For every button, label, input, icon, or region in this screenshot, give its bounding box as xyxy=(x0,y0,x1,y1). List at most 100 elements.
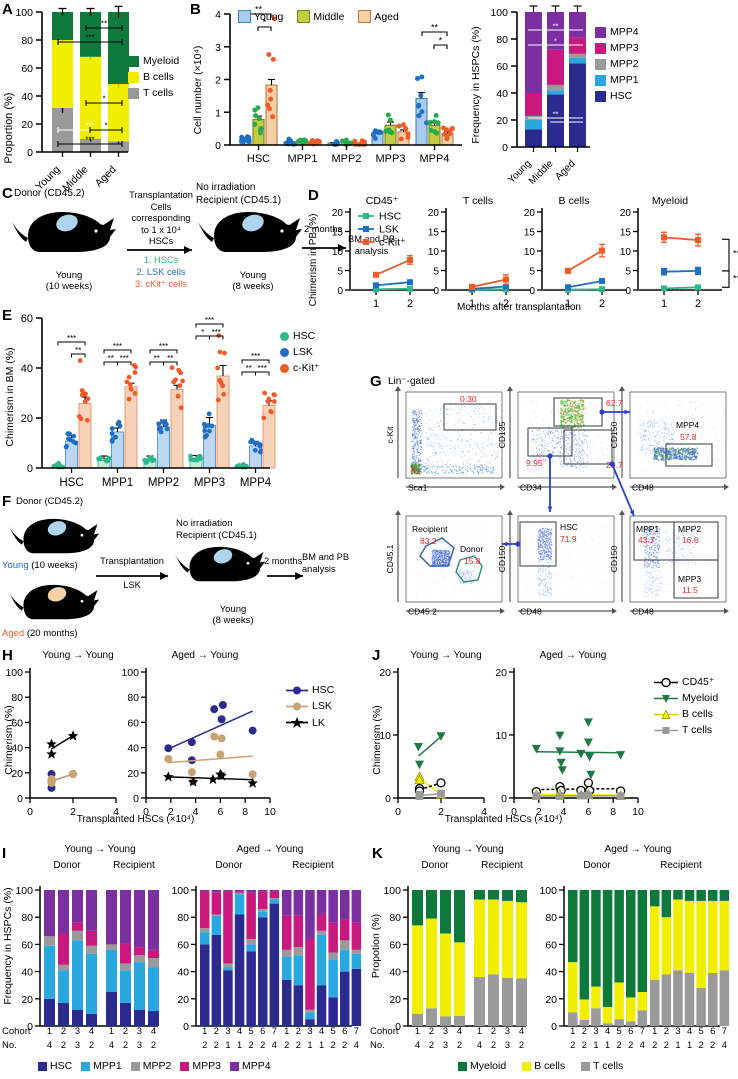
data-point xyxy=(79,388,85,393)
data-point xyxy=(171,379,177,385)
cohort-number: 2 xyxy=(663,1026,669,1036)
stacked-segment xyxy=(106,992,117,1026)
stacked-segment xyxy=(661,917,672,975)
legend-swatch-tcells xyxy=(128,87,139,99)
legend-label: MPP1 xyxy=(610,74,639,86)
recipient-mouse-icon xyxy=(197,212,302,252)
stacked-segment xyxy=(58,1002,69,1026)
y-tick: 20 xyxy=(11,768,23,780)
cohort-row-label: Cohort xyxy=(2,1026,31,1037)
sample-number: 2 xyxy=(202,1040,208,1050)
panel-e-ylabel: Chimerism in BM (%) xyxy=(4,347,16,446)
legend-label: B cells xyxy=(143,71,174,83)
stacked-segment xyxy=(440,933,451,1017)
stacked-segment xyxy=(340,971,350,1026)
panel-j-legend: CD45⁺ Myeloid B cells T cells xyxy=(654,676,718,740)
legend-item: MPP4 xyxy=(595,26,639,38)
data-point xyxy=(65,431,71,437)
data-point xyxy=(583,778,594,788)
y-tick: 5 xyxy=(529,266,535,277)
legend-swatch-bcells xyxy=(522,1061,532,1071)
data-point xyxy=(415,792,424,800)
data-point xyxy=(270,56,276,62)
y-tick: 0 xyxy=(395,1021,401,1033)
data-point xyxy=(266,52,272,58)
item-hscs: 1. HSCs xyxy=(143,255,179,265)
data-point xyxy=(46,748,57,759)
cohort-number: 7 xyxy=(721,1026,727,1036)
bm-pb-label: BM and PB xyxy=(302,552,350,562)
aged-months-label: (20 months) xyxy=(26,628,78,639)
data-point xyxy=(443,127,449,133)
svg-text:*: * xyxy=(201,328,204,337)
data-point xyxy=(577,791,585,800)
stacked-segment xyxy=(547,94,564,147)
panel-a-label: A xyxy=(2,1,13,18)
stacked-segment xyxy=(305,890,315,939)
stacked-segment xyxy=(211,914,222,916)
x-tick: MPP2 xyxy=(148,477,179,489)
data-point xyxy=(126,374,132,380)
y-tick: 0 xyxy=(133,793,139,805)
x-tick: 10 xyxy=(264,806,276,818)
x-tick: 4 xyxy=(561,806,567,818)
y-tick: 20 xyxy=(496,115,508,127)
panel-k-legend: Myeloid B cells T cells xyxy=(458,1060,623,1072)
legend-label: Myeloid xyxy=(682,692,719,704)
stacked-segment xyxy=(108,84,129,142)
panel-i-chart: Frequency in HSPCs (%) 0 20 40 60 80 100 0 20 40… xyxy=(2,885,362,1033)
stacked-segment xyxy=(44,945,55,999)
stacked-segment xyxy=(120,890,131,944)
stacked-segment xyxy=(120,1002,131,1026)
svg-text:*: * xyxy=(439,36,443,46)
data-point xyxy=(178,405,184,411)
data-point xyxy=(82,399,88,405)
data-point xyxy=(156,426,162,432)
data-point xyxy=(180,378,185,384)
stacked-segment xyxy=(454,942,465,1016)
y-tick: 0 xyxy=(551,1021,557,1033)
stacked-segment xyxy=(569,37,586,54)
x-tick: MPP3 xyxy=(376,153,406,165)
x-tick: 2 xyxy=(503,298,509,310)
x-tick: MPP2 xyxy=(332,153,362,165)
stacked-segment xyxy=(86,930,97,946)
stacked-segment xyxy=(52,12,73,40)
legend-swatch-young xyxy=(238,10,251,23)
transplantation-label: Transplantation xyxy=(100,556,164,566)
legend-marker-lk xyxy=(286,717,308,728)
stacked-segment xyxy=(258,917,268,1026)
stacked-segment xyxy=(305,938,315,1010)
cohort-number: 6 xyxy=(342,1026,348,1036)
y-tick: 20 xyxy=(620,208,632,219)
y-tick: 0 xyxy=(502,142,508,154)
data-point xyxy=(206,428,212,434)
sample-number: 3 xyxy=(442,1040,449,1050)
y-tick: 80 xyxy=(177,912,189,924)
legend-label: MPP4 xyxy=(610,26,639,38)
data-point xyxy=(383,128,389,134)
flow-x-axis-label: CD34 xyxy=(520,483,542,493)
panel-c-analysis: BM and PB analysis xyxy=(348,234,395,257)
sample-number: 2 xyxy=(652,1040,658,1050)
legend-label: MPP2 xyxy=(610,58,639,70)
data-point xyxy=(557,766,567,775)
stacked-segment xyxy=(134,955,145,963)
cohort-number: 1 xyxy=(202,1026,208,1036)
stacked-segment xyxy=(44,998,55,1026)
stacked-segment xyxy=(440,1016,451,1026)
stacked-segment xyxy=(650,890,660,907)
data-point xyxy=(204,432,209,438)
cohort-number: 7 xyxy=(639,1026,645,1036)
y-tick: 100 xyxy=(15,885,33,897)
recipient-weeks-label: (8 weeks) xyxy=(212,615,254,627)
y-tick: 0 xyxy=(27,1021,33,1033)
data-point xyxy=(115,421,121,427)
stacked-segment xyxy=(351,953,362,969)
stacked-segment xyxy=(80,56,101,139)
recipient-label: Recipient (CD45.1) xyxy=(176,530,257,542)
flow-y-axis-label: c-Kit xyxy=(385,426,395,444)
stacked-segment xyxy=(246,892,256,939)
stacked-segment xyxy=(44,890,55,937)
data-point xyxy=(77,358,83,363)
